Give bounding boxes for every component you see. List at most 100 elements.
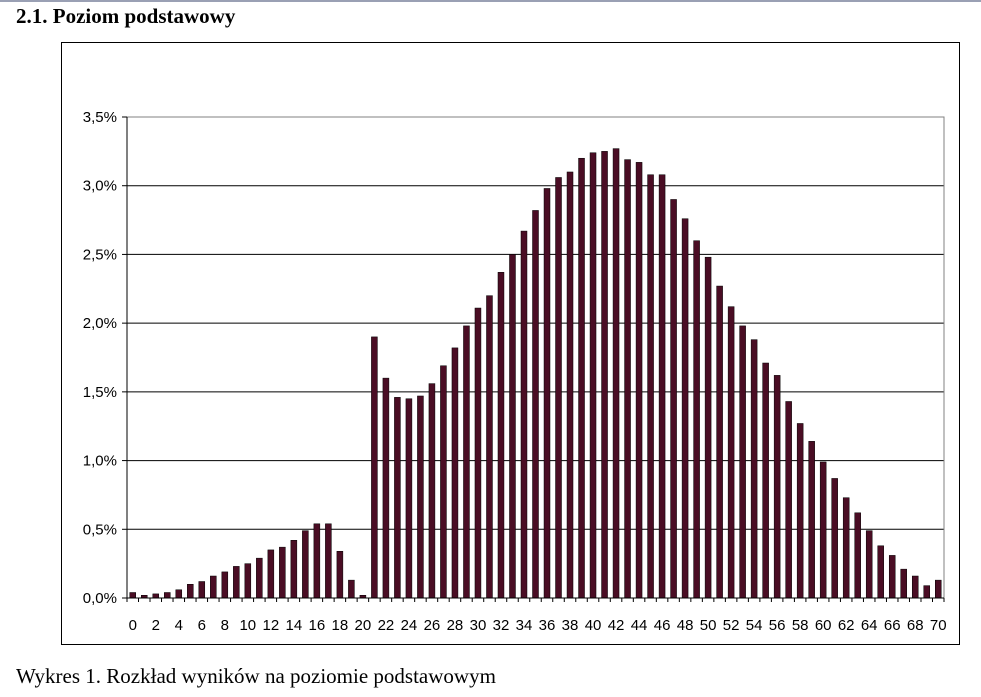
- x-tick-label: 12: [262, 617, 279, 634]
- bar-7: [210, 575, 217, 599]
- bar-65: [877, 545, 884, 599]
- x-tick-label: 28: [447, 617, 464, 634]
- bar-14: [290, 540, 298, 599]
- x-tick-label: 16: [309, 617, 326, 634]
- bar-60: [819, 461, 827, 599]
- bar-64: [865, 530, 873, 599]
- x-tick-label: 42: [608, 617, 625, 634]
- bar-70: [935, 579, 942, 599]
- x-tick-label: 38: [562, 617, 579, 634]
- bar-42: [612, 148, 620, 599]
- x-tick-label: 18: [332, 617, 349, 634]
- bar-2: [152, 593, 160, 599]
- bar-46: [658, 174, 666, 599]
- bar-43: [624, 159, 631, 599]
- x-tick-label: 58: [792, 617, 809, 634]
- bar-31: [486, 295, 493, 599]
- bar-62: [842, 497, 850, 599]
- bar-12: [267, 549, 275, 599]
- bar-26: [428, 383, 436, 599]
- bar-28: [451, 347, 459, 599]
- bar-18: [336, 551, 344, 599]
- bar-0: [129, 592, 136, 599]
- y-tick-label: 2,5%: [83, 246, 117, 263]
- bar-40: [589, 152, 597, 599]
- bar-45: [647, 174, 654, 599]
- bar-59: [808, 441, 815, 599]
- bar-15: [302, 530, 309, 599]
- x-tick-label: 10: [239, 617, 256, 634]
- x-tick-label: 2: [152, 617, 160, 634]
- y-tick-label: 0,5%: [83, 521, 117, 538]
- x-tick-label: 6: [198, 617, 206, 634]
- x-tick-label: 40: [585, 617, 602, 634]
- x-tick-label: 4: [175, 617, 183, 634]
- bar-9: [233, 566, 240, 599]
- x-tick-label: 34: [516, 617, 533, 634]
- x-tick-label: 60: [815, 617, 832, 634]
- x-tick-label: 8: [221, 617, 229, 634]
- bar-27: [440, 365, 447, 599]
- y-tick-label: 3,0%: [83, 178, 117, 195]
- bar-17: [325, 523, 332, 599]
- bar-6: [198, 581, 206, 599]
- x-tick-label: 52: [723, 617, 740, 634]
- bar-57: [785, 401, 792, 599]
- y-tick-label: 0,0%: [83, 590, 117, 607]
- x-tick-label: 24: [401, 617, 418, 634]
- x-tick-label: 14: [286, 617, 303, 634]
- bar-16: [313, 523, 321, 599]
- bar-33: [509, 254, 516, 599]
- bar-11: [256, 557, 263, 599]
- bar-19: [348, 579, 355, 599]
- bar-49: [693, 240, 700, 599]
- x-tick-label: 20: [355, 617, 372, 634]
- x-tick-label: 36: [539, 617, 556, 634]
- x-tick-label: 66: [884, 617, 901, 634]
- bar-chart: 0,0%0,5%1,0%1,5%2,0%2,5%3,0%3,5% 0 2 4 6 8 10…: [83, 109, 947, 634]
- bar-61: [831, 478, 838, 599]
- y-tick-label: 1,5%: [83, 384, 117, 401]
- bar-4: [175, 589, 183, 599]
- bar-47: [670, 199, 677, 599]
- bar-8: [221, 571, 229, 599]
- x-tick-label: 46: [654, 617, 671, 634]
- bar-23: [394, 397, 401, 599]
- bar-50: [704, 256, 712, 599]
- bar-58: [796, 423, 804, 599]
- x-tick-labels: 0 2 4 6 8 10 12 14 16 18 20 22 24 26 28 30 32 34 36 38 40 42 4…: [129, 617, 947, 634]
- x-tick-label: 22: [378, 617, 395, 634]
- bar-13: [279, 546, 286, 599]
- x-tick-label: 54: [746, 617, 763, 634]
- bar-30: [474, 307, 482, 599]
- bar-34: [520, 230, 528, 599]
- bar-54: [750, 339, 758, 599]
- x-tick-label: 32: [493, 617, 510, 634]
- bar-5: [187, 584, 194, 599]
- x-tick-label: 56: [769, 617, 786, 634]
- bar-25: [417, 395, 424, 599]
- bar-36: [543, 188, 551, 599]
- x-tick-label: 68: [907, 617, 924, 634]
- bar-48: [681, 218, 689, 599]
- y-tick-label: 1,0%: [83, 453, 117, 470]
- x-tick-label: 50: [700, 617, 717, 634]
- chart-frame: 0,0% 0,5% 1,0% 1,5% 2,0% 2,5% 3,0% 3,5% 0 2 4 6 8 10…: [61, 42, 960, 645]
- top-rule: [0, 0, 981, 2]
- x-tick-label: 30: [470, 617, 487, 634]
- bar-3: [164, 592, 171, 599]
- axes: [122, 116, 945, 602]
- y-tick-label: 3,5%: [83, 109, 117, 126]
- x-tick-label: 26: [424, 617, 441, 634]
- bar-24: [405, 398, 413, 599]
- figure-caption: Wykres 1. Rozkład wyników na poziomie po…: [16, 664, 496, 688]
- bar-69: [923, 585, 930, 599]
- y-tick-label: 2,0%: [83, 315, 117, 332]
- bar-32: [497, 272, 505, 599]
- bar-52: [727, 306, 735, 599]
- bar-63: [854, 512, 861, 599]
- bar-41: [601, 151, 608, 599]
- bar-51: [716, 285, 723, 599]
- x-tick-label: 64: [861, 617, 878, 634]
- bar-22: [382, 377, 390, 599]
